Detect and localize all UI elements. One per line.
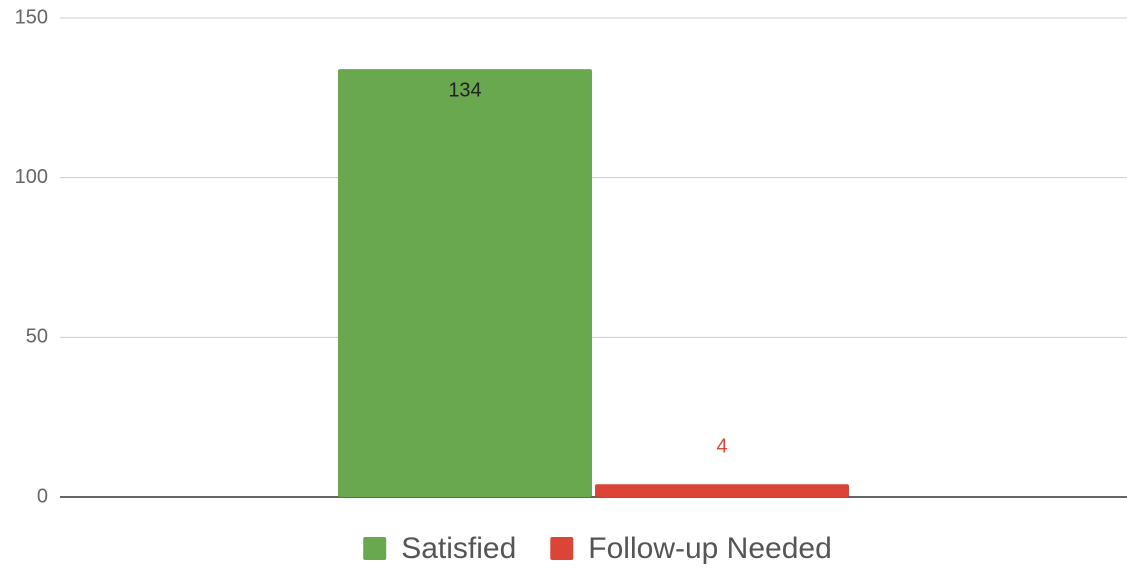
data-label: 134 [448,79,481,101]
y-tick-label: 100 [15,166,48,188]
y-tick-label: 0 [37,485,48,507]
bar [338,69,592,498]
y-tick-label: 150 [15,6,48,28]
legend-label: Follow-up Needed [588,532,831,565]
legend-label: Satisfied [401,532,516,565]
legend-swatch [550,537,574,560]
bar [595,484,849,497]
y-tick-label: 50 [26,326,48,348]
legend-swatch [363,537,387,560]
data-label: 4 [716,436,727,458]
